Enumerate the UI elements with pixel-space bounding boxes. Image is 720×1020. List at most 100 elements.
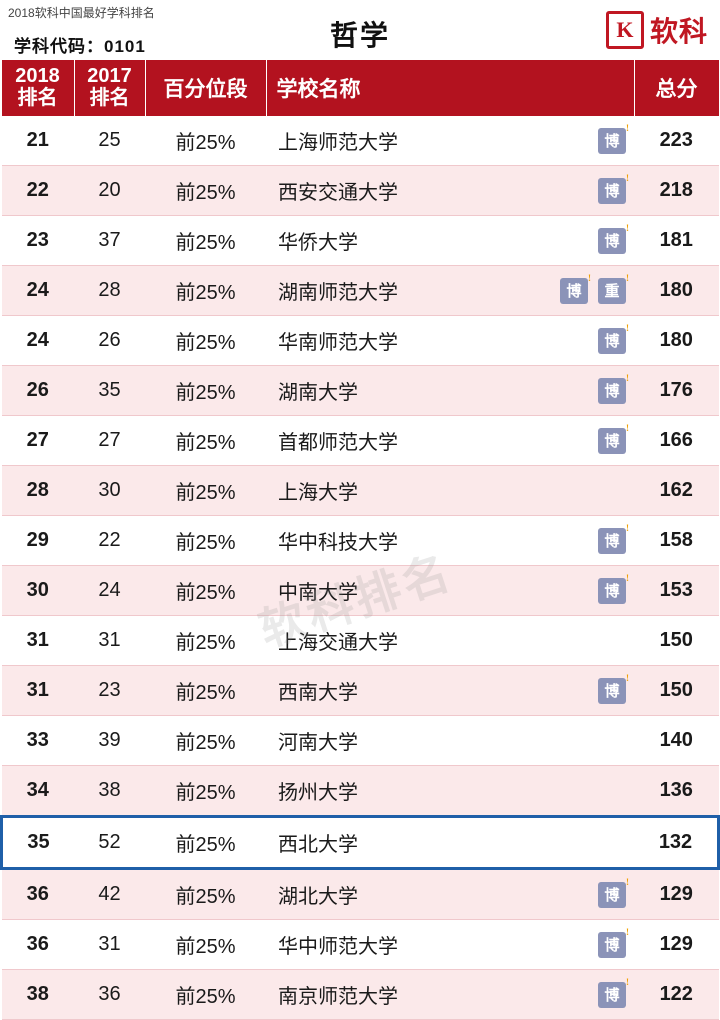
col-header-rank-2018: 2018 排名 — [1, 60, 75, 116]
badge-sup-icon: ! — [626, 372, 629, 383]
cell-school-name: 华侨大学 博! — [266, 215, 634, 266]
cell-total-score: 166 — [634, 415, 719, 466]
doctoral-program-badge-icon: 博! — [598, 423, 629, 454]
school-name-text: 华中师范大学 — [278, 936, 398, 958]
school-name-text: 湖北大学 — [278, 886, 358, 908]
cell-rank-2017: 35 — [74, 365, 145, 416]
cell-rank-2017: 31 — [74, 615, 145, 666]
cell-total-score: 122 — [634, 969, 719, 1020]
cell-rank-2017: 30 — [74, 465, 145, 516]
cell-total-score: 136 — [634, 765, 719, 817]
school-name-text: 中南大学 — [278, 582, 358, 604]
badge-sup-icon: ! — [626, 172, 629, 183]
cell-rank-2017: 37 — [74, 215, 145, 266]
col-header-rank-2018-line2: 排名 — [17, 87, 58, 109]
table-row: 24 28 前25% 湖南师范大学 博! 重! 180 — [1, 265, 719, 316]
cell-school-name: 西北大学 — [266, 815, 634, 870]
table-row: 28 30 前25% 上海大学 162 — [1, 465, 719, 516]
col-header-total-score-label: 总分 — [655, 78, 698, 101]
doctoral-program-badge-icon: 博! — [598, 977, 629, 1008]
school-name-text: 西南大学 — [278, 682, 358, 704]
table-row: 38 36 前25% 南京师范大学 博! 122 — [1, 969, 719, 1020]
badge-sup-icon: ! — [626, 926, 629, 937]
cell-rank-2018: 22 — [1, 165, 74, 216]
badge-sup-icon: ! — [626, 672, 629, 683]
cell-percentile: 前25% — [145, 515, 266, 566]
col-header-rank-2017: 2017 排名 — [74, 60, 146, 116]
col-header-school-name-label: 学校名称 — [276, 78, 361, 101]
cell-rank-2018: 24 — [1, 265, 74, 316]
doctoral-program-badge-icon: 博! — [598, 173, 629, 204]
cell-percentile: 前25% — [145, 615, 266, 666]
table-row: 27 27 前25% 首都师范大学博! 166 — [1, 415, 719, 466]
table-row: 31 31 前25% 上海交通大学 150 — [1, 615, 719, 666]
school-name-text: 南京师范大学 — [278, 986, 398, 1008]
col-header-rank-2017-line1: 2017 — [87, 65, 132, 88]
cell-school-name: 中南大学 博! — [266, 565, 634, 616]
page-header: 2018软科中国最好学科排名 学科代码：0101 哲学 K 软科 — [0, 0, 720, 60]
school-name-text: 首都师范大学 — [278, 432, 398, 454]
cell-total-score: 180 — [634, 265, 719, 316]
cell-percentile: 前25% — [145, 265, 266, 316]
cell-rank-2018: 28 — [1, 465, 74, 516]
cell-rank-2018: 23 — [1, 215, 74, 266]
cell-percentile: 前25% — [145, 116, 266, 166]
badge-group: 博! — [598, 423, 629, 454]
cell-percentile: 前25% — [145, 665, 266, 716]
badge-group: 博! — [598, 323, 629, 354]
cell-rank-2017: 52 — [74, 815, 145, 870]
school-name-text: 湖南大学 — [278, 382, 358, 404]
doctoral-program-badge-icon: 博! — [598, 673, 629, 704]
cell-school-name: 西南大学 博! — [266, 665, 634, 716]
cell-percentile: 前25% — [145, 565, 266, 616]
cell-percentile: 前25% — [145, 815, 266, 870]
doctoral-program-badge-icon: 博! — [560, 273, 591, 304]
cell-total-score: 153 — [634, 565, 719, 616]
cell-percentile: 前25% — [145, 165, 266, 216]
logo-text: 软科 — [649, 16, 708, 47]
cell-rank-2017: 23 — [74, 665, 145, 716]
school-name-text: 西北大学 — [278, 834, 358, 856]
table-row: 29 22 前25% 华中科技大学 博! 158 — [1, 515, 719, 566]
cell-percentile: 前25% — [145, 868, 266, 920]
cell-rank-2018: 34 — [1, 765, 74, 817]
softscience-logo-icon: K — [605, 11, 644, 49]
cell-percentile: 前25% — [145, 315, 266, 366]
cell-school-name: 西安交通大学 博! — [266, 165, 634, 216]
cell-rank-2017: 38 — [74, 765, 145, 817]
cell-school-name: 上海师范大学 博! — [266, 116, 634, 166]
subject-code-value: 0101 — [104, 37, 146, 56]
header-row: 2018 排名 2017 排名 百分位段 学校名称 总分 — [1, 60, 719, 116]
cell-total-score: 132 — [634, 815, 720, 870]
cell-total-score: 181 — [634, 215, 719, 266]
badge-group: 博! — [598, 977, 629, 1008]
cell-rank-2017: 36 — [74, 969, 145, 1020]
cell-rank-2018: 35 — [0, 815, 74, 870]
badge-group: 博! — [598, 927, 629, 958]
badge-group: 博! — [598, 523, 629, 554]
cell-rank-2018: 36 — [1, 868, 74, 920]
logo: K 软科 — [605, 10, 708, 50]
cell-total-score: 223 — [634, 116, 719, 166]
col-header-rank-2018-line1: 2018 — [15, 65, 60, 88]
cell-total-score: 150 — [634, 615, 719, 666]
badge-sup-icon: ! — [626, 422, 629, 433]
badge-sup-icon: ! — [626, 976, 629, 987]
cell-school-name: 湖北大学 博! — [266, 868, 634, 920]
cell-rank-2017: 42 — [74, 868, 145, 920]
cell-rank-2018: 36 — [1, 919, 74, 970]
cell-percentile: 前25% — [145, 715, 266, 766]
cell-rank-2018: 21 — [1, 116, 74, 166]
cell-total-score: 180 — [634, 315, 719, 366]
table-row: 30 24 前25% 中南大学 博! 153 — [1, 565, 719, 616]
badge-group: 博! — [598, 123, 629, 154]
cell-rank-2017: 31 — [74, 919, 145, 970]
col-header-school-name: 学校名称 — [266, 60, 635, 116]
ranking-table: 2018 排名 2017 排名 百分位段 学校名称 总分 — [0, 60, 720, 1020]
key-discipline-badge-icon: 重! — [598, 273, 629, 304]
cell-percentile: 前25% — [145, 465, 266, 516]
table-body: 21 25 前25% 上海师范大学博! 223 22 20 前25% 西安交通大学博! 218 23… — [0, 116, 720, 1020]
cell-total-score: 129 — [634, 868, 719, 920]
table-row: 31 23 前25% 西南大学 博! 150 — [1, 665, 719, 716]
cell-school-name: 南京师范大学 博! — [266, 969, 634, 1020]
